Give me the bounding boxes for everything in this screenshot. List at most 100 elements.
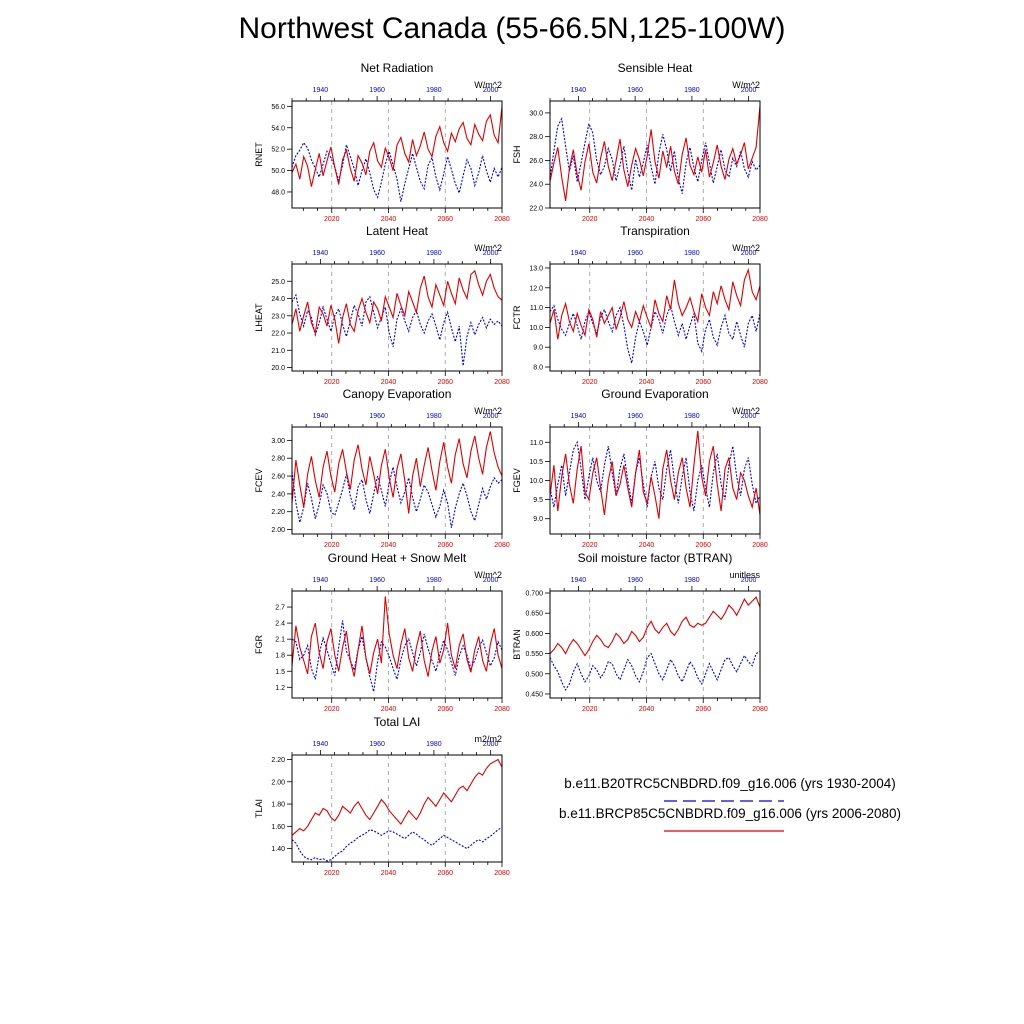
x-tick-label: 2040 — [381, 706, 397, 713]
y-tick-label: 9.0 — [533, 345, 543, 352]
x-tick-label: 2040 — [639, 542, 655, 549]
panel-ylabel: FGR — [254, 635, 264, 654]
x-tick-label-top: 1960 — [369, 413, 385, 420]
panel-title: Canopy Evaporation — [343, 387, 452, 401]
x-tick-label-top: 1980 — [426, 413, 442, 420]
y-tick-label: 10.0 — [529, 478, 543, 485]
x-tick-label-top: 1980 — [684, 87, 700, 94]
y-tick-label: 1.2 — [275, 685, 285, 692]
series-line-historical — [291, 141, 503, 202]
panel-units: unitless — [729, 570, 760, 580]
y-tick-label: 1.8 — [275, 653, 285, 660]
panel-title: Net Radiation — [361, 61, 434, 75]
y-tick-label: 22.0 — [529, 206, 543, 213]
panel-ylabel: FCTR — [512, 305, 522, 329]
x-tick-label-top: 1980 — [426, 741, 442, 748]
x-tick-label-top: 1980 — [426, 577, 442, 584]
legend-historical-label: b.e11.B20TRC5CNBDRD.f09_g16.006 (yrs 193… — [564, 776, 896, 791]
x-tick-label: 2060 — [437, 216, 453, 223]
x-tick-label: 2080 — [752, 542, 768, 549]
x-tick-label-top: 1980 — [426, 87, 442, 94]
x-tick-label-top: 1940 — [313, 741, 329, 748]
series-line-future — [291, 106, 503, 187]
y-tick-label: 56.0 — [271, 104, 285, 111]
panel-fctr: Transpiration W/m^2 FCTR 2020 2040 2060 2080 19… — [512, 224, 768, 386]
y-tick-label: 2.00 — [271, 779, 285, 786]
y-tick-label: 21.0 — [271, 348, 285, 355]
y-tick-label: 2.80 — [271, 456, 285, 463]
y-tick-label: 20.0 — [271, 365, 285, 372]
x-tick-label: 2060 — [695, 379, 711, 386]
y-tick-label: 11.0 — [530, 305, 543, 312]
panel-units: W/m^2 — [732, 243, 760, 253]
series-line-future — [549, 105, 761, 201]
x-tick-label-top: 1960 — [369, 87, 385, 94]
y-tick-label: 10.0 — [529, 325, 543, 332]
y-tick-label: 1.40 — [271, 846, 285, 853]
y-tick-label: 2.4 — [275, 621, 285, 628]
legend-future-label: b.e11.BRCP85C5CNBDRD.f09_g16.006 (yrs 20… — [559, 806, 901, 821]
legend-future-swatch — [664, 830, 784, 832]
x-tick-label-top: 1940 — [571, 87, 587, 94]
panel-fgev: Ground Evaporation W/m^2 FGEV 2020 2040 2060 2… — [512, 387, 768, 549]
x-tick-label: 2020 — [582, 216, 598, 223]
panel-units: W/m^2 — [474, 406, 502, 416]
y-tick-label: 2.20 — [271, 509, 285, 516]
x-tick-label-top: 2000 — [741, 87, 757, 94]
y-tick-label: 2.00 — [271, 527, 285, 534]
series-line-historical — [549, 651, 761, 692]
y-tick-label: 0.650 — [525, 611, 543, 618]
series-line-future — [549, 267, 761, 340]
legend-historical-swatch — [664, 800, 784, 802]
x-tick-label: 2080 — [752, 379, 768, 386]
x-tick-label-top: 2000 — [741, 250, 757, 257]
y-tick-label: 2.40 — [271, 491, 285, 498]
x-tick-label-top: 1960 — [627, 250, 643, 257]
x-tick-label: 2060 — [437, 870, 453, 877]
plot-frame — [291, 426, 503, 535]
panel-units: W/m^2 — [474, 80, 502, 90]
x-tick-label: 2040 — [639, 706, 655, 713]
plot-frame — [549, 426, 761, 535]
x-tick-label: 2020 — [324, 706, 340, 713]
panel-ylabel: LHEAT — [254, 303, 264, 332]
x-tick-label: 2020 — [582, 542, 598, 549]
series-line-future — [291, 431, 503, 514]
x-tick-label-top: 1940 — [571, 577, 587, 584]
y-tick-label: 22.0 — [271, 331, 285, 338]
x-tick-label: 2080 — [494, 542, 510, 549]
y-tick-label: 13.0 — [529, 265, 543, 272]
panel-ylabel: FSH — [512, 146, 522, 164]
x-tick-label-top: 1960 — [627, 577, 643, 584]
x-tick-label: 2060 — [695, 216, 711, 223]
x-tick-label-top: 1940 — [571, 413, 587, 420]
x-tick-label-top: 1940 — [313, 413, 329, 420]
series-line-future — [549, 430, 761, 519]
panel-units: W/m^2 — [474, 570, 502, 580]
y-tick-label: 48.0 — [271, 189, 285, 196]
y-tick-label: 10.5 — [529, 459, 543, 466]
panel-btran: Soil moisture factor (BTRAN) unitless BTRA… — [512, 551, 768, 713]
panel-units: m2/m2 — [474, 734, 502, 744]
y-tick-label: 1.5 — [275, 669, 285, 676]
y-tick-label: 30.0 — [529, 110, 543, 117]
x-tick-label-top: 1960 — [369, 250, 385, 257]
y-tick-label: 0.450 — [525, 691, 543, 698]
y-tick-label: 28.0 — [529, 134, 543, 141]
series-line-future — [549, 596, 761, 657]
x-tick-label: 2020 — [582, 706, 598, 713]
panel-ylabel: RNET — [254, 142, 264, 167]
y-tick-label: 12.0 — [529, 285, 543, 292]
y-tick-label: 2.1 — [275, 637, 285, 644]
panel-lheat: Latent Heat W/m^2 LHEAT 2020 2040 2060 2080 194… — [254, 224, 510, 386]
series-line-future — [291, 596, 503, 677]
plot-frame — [549, 263, 761, 372]
x-tick-label: 2060 — [695, 542, 711, 549]
series-line-historical — [549, 303, 761, 364]
x-tick-label: 2040 — [381, 216, 397, 223]
y-tick-label: 25.0 — [271, 279, 285, 286]
y-tick-label: 2.60 — [271, 474, 285, 481]
panel-title: Latent Heat — [366, 224, 429, 238]
y-tick-label: 1.60 — [271, 824, 285, 831]
x-tick-label-top: 2000 — [483, 413, 499, 420]
